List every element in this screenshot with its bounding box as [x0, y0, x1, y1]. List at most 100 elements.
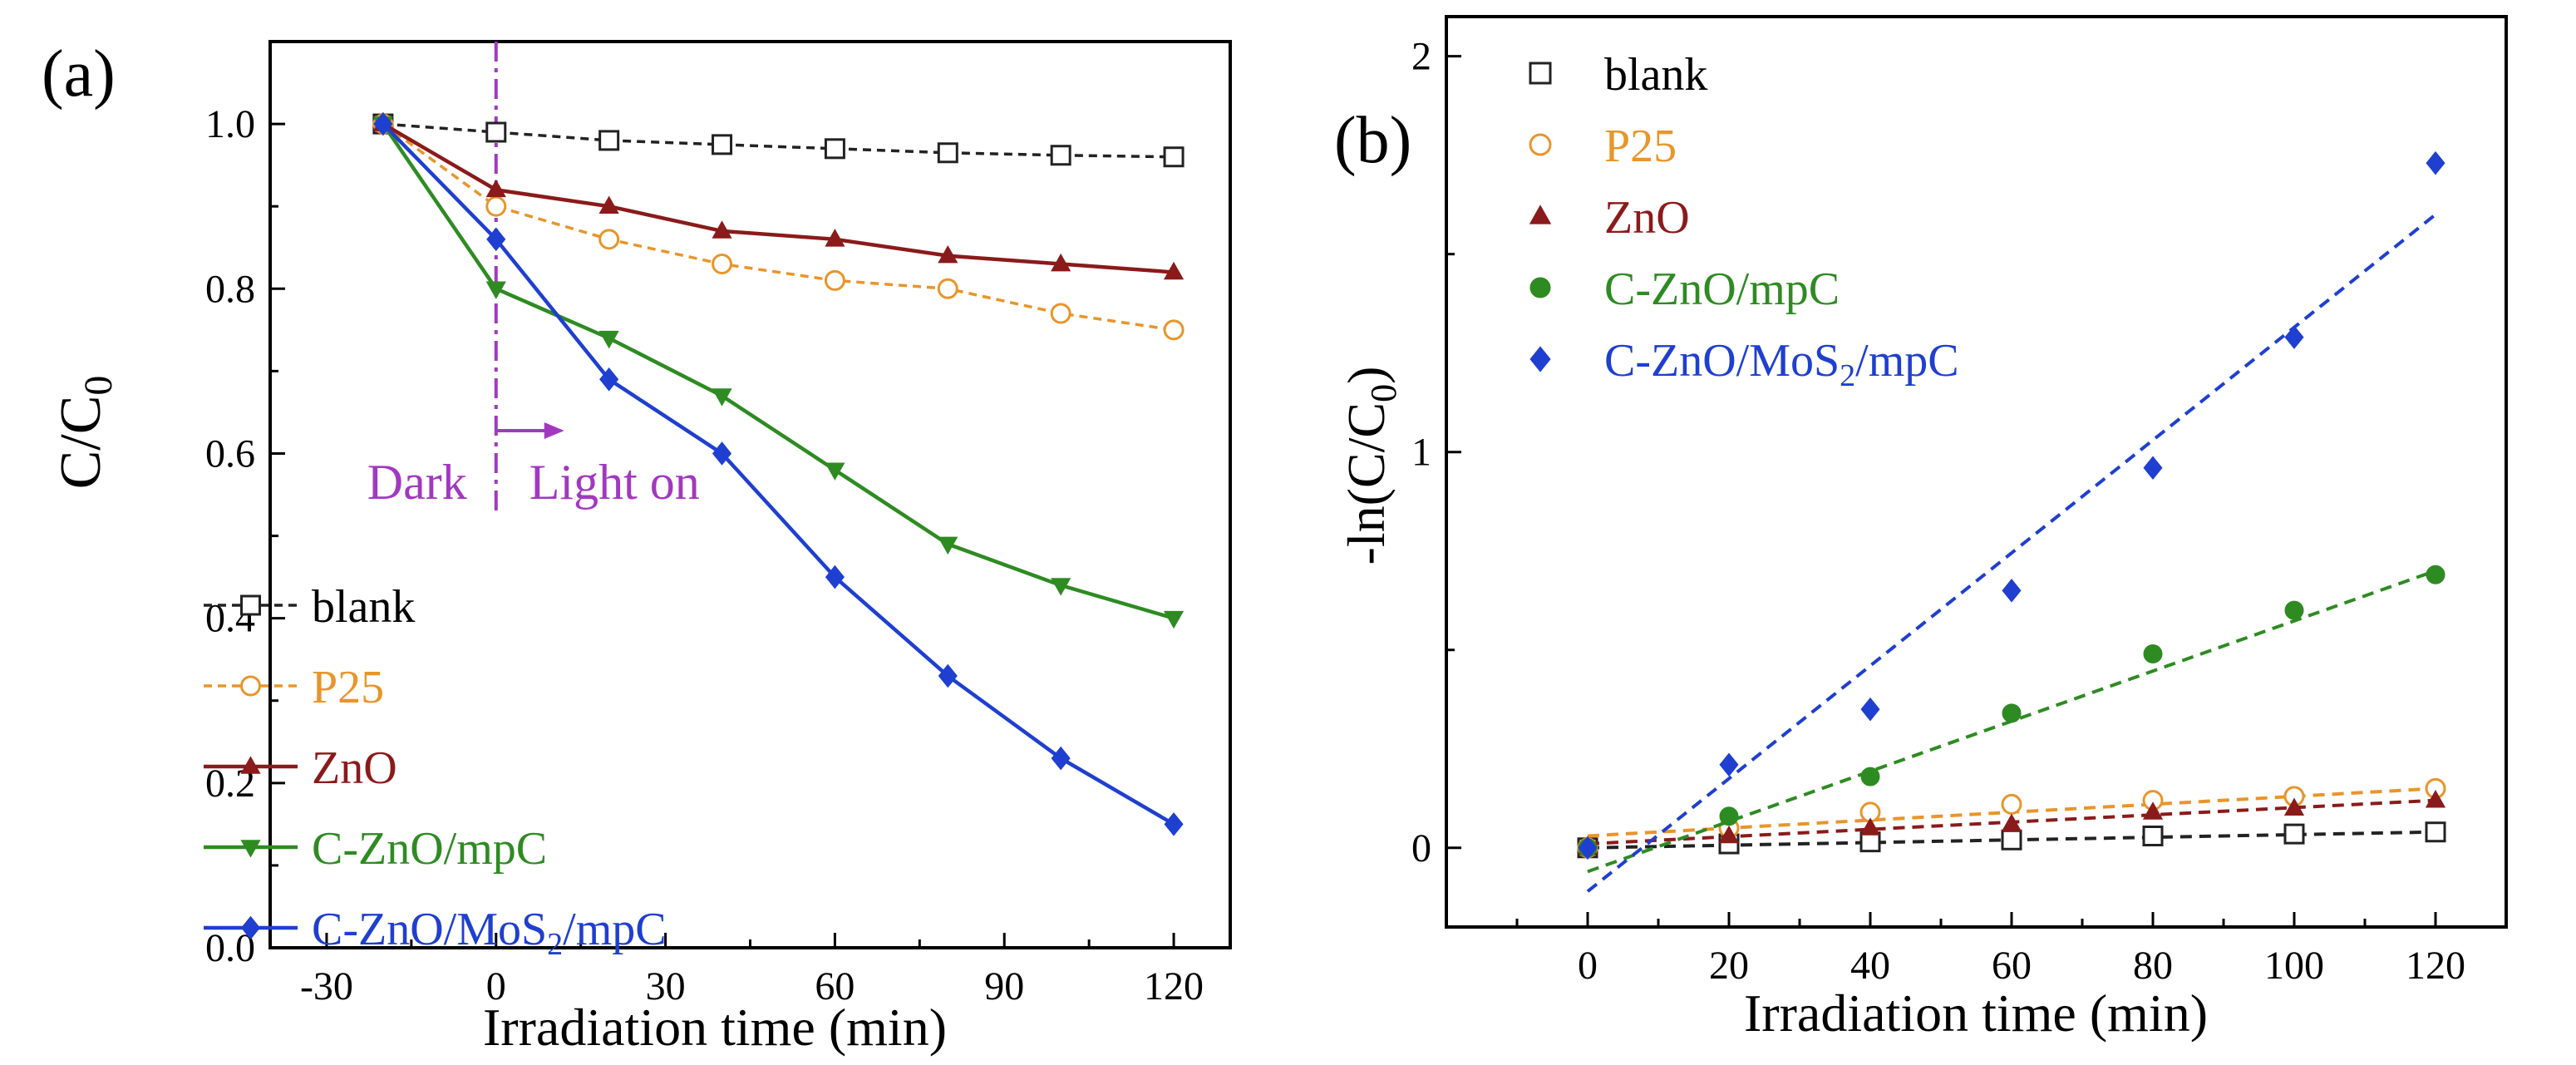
panel-b-point-zno	[2001, 813, 2022, 832]
panel-a-point-zno	[485, 179, 506, 198]
panel-a-legend-marker-zno	[240, 756, 261, 774]
panel-b-point-c-zno-mpc	[1719, 806, 1739, 826]
panel-a-x-tick-label: 90	[984, 964, 1024, 1008]
panel-b-label: (b)	[1334, 104, 1411, 177]
panel-b-point-zno	[1859, 817, 1881, 836]
panel-b-point-p25	[2001, 793, 2022, 815]
panel-b-series-c-zno-mos2-mpc	[1578, 150, 2445, 893]
panel-b-y-axis-label: -ln(C/C0)	[1337, 367, 1404, 565]
panel-b-point-c-zno-mpc	[2426, 565, 2445, 584]
panel-b-point-c-zno-mpc	[2143, 644, 2163, 663]
panel-a-divider-group: Dark Light on	[367, 42, 700, 515]
panel-a-legend-label-blank-main: blank	[312, 581, 415, 633]
panel-a-dark-label: Dark	[367, 455, 467, 510]
panel-a-legend-label-p25: P25	[312, 662, 384, 713]
panel-b-plot-frame	[1445, 15, 2508, 929]
panel-a-legend-label-zno-main: ZnO	[312, 742, 397, 794]
panel-b-point-c-zno-mos2-mpc	[2284, 325, 2304, 349]
panel-b-point-c-zno-mpc	[1860, 767, 1880, 786]
panel-a-point-c-zno-mos2-mpc	[1164, 812, 1184, 836]
panel-a-x-tick-label: 30	[646, 964, 686, 1008]
panel-a-line-c-zno-mpc	[382, 122, 1175, 620]
panel-b-series-zno	[1577, 790, 2446, 855]
panel-a-point-blank	[712, 134, 733, 155]
panel-a-x-axis-label: Irradiation time (min)	[483, 998, 947, 1057]
panel-a-point-c-zno-mos2-mpc	[486, 227, 506, 252]
panel-b-legend-marker-zno	[1529, 205, 1552, 224]
panel-a-line-p25	[382, 122, 1175, 332]
panel-b-x-tick-label: 80	[2133, 944, 2173, 988]
panel-b-x-tick-label: 120	[2406, 944, 2465, 988]
panel-a-line-c-zno-mos2-mpc	[382, 122, 1175, 826]
panel-a-x-tick-label: 0	[486, 964, 506, 1008]
panel-b-point-c-zno-mos2-mpc	[1860, 697, 1880, 722]
panel-a-point-blank	[937, 142, 958, 164]
panel-a-point-zno	[1163, 261, 1185, 280]
panel-b-legend-label-blank-main: blank	[1604, 49, 1707, 101]
panel-a-light-on-label: Light on	[529, 455, 700, 510]
panel-b-x-tick-label: 0	[1578, 944, 1598, 988]
panel-b-legend-label-c-zno-mos2-mpc-tail: /mpC	[1855, 335, 1958, 387]
panel-a-point-p25	[485, 195, 507, 217]
panel-b-point-blank	[2425, 821, 2446, 843]
panel-a-legend-label-c-zno-mpc: C-ZnO/mpC	[312, 823, 547, 875]
panel-b-point-blank	[2283, 823, 2305, 845]
panel-b-legend-label-c-zno-mpc-main: C-ZnO/mpC	[1604, 264, 1840, 315]
panel-a-y-axis-label-sub: 0	[76, 376, 121, 396]
panel-a-series-c-zno-mos2-mpc	[373, 111, 1184, 836]
panel-a-legend-marker-c-zno-mos2-mpc	[240, 915, 261, 940]
panel-a-point-zno	[598, 195, 619, 214]
panel-a-point-c-zno-mos2-mpc	[938, 663, 958, 688]
panel-a-point-c-zno-mpc	[1163, 610, 1185, 629]
panel-b-point-c-zno-mpc	[2002, 703, 2022, 723]
panel-b-x-tick-label: 20	[1709, 944, 1749, 988]
panel-b-ticks: 0 20 40 60 80 100 120 0 1 2	[1411, 35, 2508, 988]
panel-a-legend: blank P25 ZnO C-ZnO/mpC C-ZnO/MoS2/mpC	[204, 581, 667, 962]
panel-a-legend-label-p25-main: P25	[312, 662, 384, 713]
panel-a-legend-marker-blank	[240, 594, 261, 616]
panel-b-y-axis-label-main: -ln(C/C	[1337, 402, 1396, 565]
panel-b-series	[1577, 150, 2446, 893]
panel-a-x-tick-label: -30	[300, 964, 353, 1008]
panel-b-point-zno	[2425, 790, 2446, 808]
panel-b-point-blank	[2001, 829, 2022, 851]
panel-a-point-zno	[712, 220, 732, 239]
panel-a-point-blank	[1163, 146, 1185, 168]
panel-a-point-p25	[712, 254, 733, 275]
panel-b-point-c-zno-mos2-mpc	[1719, 752, 1739, 777]
panel-a-legend-marker-p25	[240, 675, 261, 697]
panel-a-point-c-zno-mos2-mpc	[599, 367, 619, 392]
panel-a-point-c-zno-mpc	[825, 462, 845, 481]
panel-a-y-tick-label: 1.0	[205, 102, 255, 146]
panel-a-point-c-zno-mos2-mpc	[825, 565, 845, 589]
panel-b-legend-label-c-zno-mos2-mpc-sub: 2	[1840, 358, 1855, 393]
panel-a-point-c-zno-mpc	[1051, 578, 1071, 596]
panel-a-y-axis-label-main: C/C	[49, 396, 113, 490]
panel-a-label: (a)	[42, 37, 116, 111]
panel-b-legend-label-blank: blank	[1604, 49, 1707, 101]
panel-b-y-tick-label: 2	[1411, 35, 1431, 79]
panel-a-line-blank	[382, 122, 1175, 159]
panel-a-point-blank	[598, 130, 620, 151]
panel-a-y-tick-label: 0.8	[205, 267, 255, 311]
panel-a-point-c-zno-mpc	[712, 388, 732, 407]
panel-b-legend-label-p25: P25	[1604, 121, 1677, 172]
panel-a-series-p25	[372, 113, 1185, 341]
panel-a-point-c-zno-mos2-mpc	[373, 111, 393, 136]
panel-a-y-tick-label: 0.6	[205, 431, 255, 476]
panel-a-light-arrow-head	[544, 422, 564, 439]
panel-b-point-c-zno-mos2-mpc	[2143, 456, 2163, 481]
panel-b-point-c-zno-mpc	[2284, 600, 2304, 620]
panel-a-point-p25	[1163, 319, 1185, 341]
panel-b-legend-marker-c-zno-mos2-mpc	[1529, 346, 1551, 372]
panel-a-point-p25	[824, 269, 845, 291]
panel-a-x-tick-label: 120	[1144, 964, 1204, 1008]
panel-b-x-tick-label: 40	[1850, 944, 1890, 988]
panel-a-point-c-zno-mos2-mpc	[712, 441, 732, 466]
panel-b-legend-label-c-zno-mos2-mpc-main: C-ZnO/MoS	[1604, 335, 1840, 387]
panel-a-legend-label-c-zno-mos2-mpc-main: C-ZnO/MoS	[312, 904, 547, 955]
panel-b-point-zno	[1718, 825, 1740, 844]
panel-a-legend-label-blank: blank	[312, 581, 415, 633]
